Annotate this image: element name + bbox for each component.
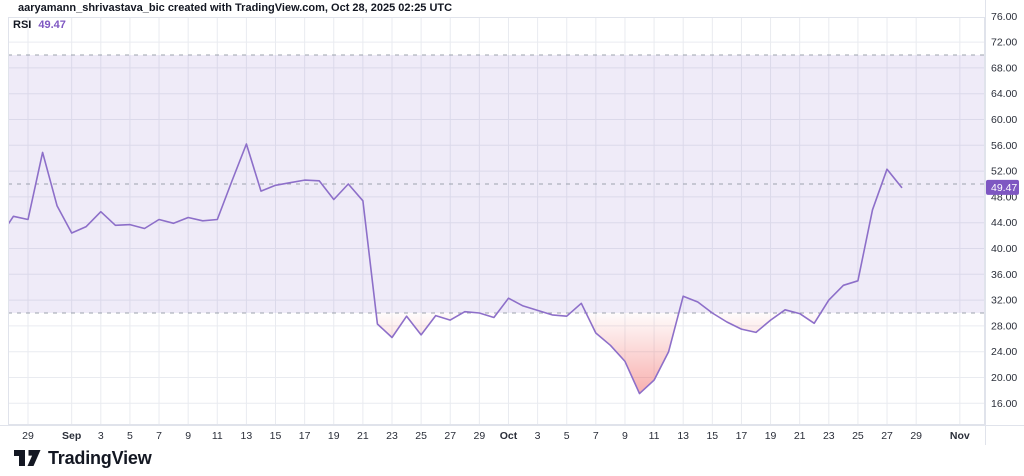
time-tick-label: Sep [62, 430, 81, 442]
attribution-text: aaryamann_shrivastava_bic created with T… [18, 2, 453, 14]
price-tick-label: 16.00 [991, 398, 1017, 410]
time-tick-label: 27 [881, 430, 893, 442]
time-tick-label: 9 [622, 430, 628, 442]
time-tick-label: 25 [852, 430, 864, 442]
tradingview-logo[interactable]: TradingView [14, 448, 152, 469]
price-tick-label: 28.00 [991, 320, 1017, 332]
time-tick-label: 17 [736, 430, 748, 442]
time-tick-label: 9 [185, 430, 191, 442]
last-value-badge [986, 179, 1019, 195]
price-tick-label: 56.00 [991, 140, 1017, 152]
time-tick-label: 19 [328, 430, 340, 442]
time-tick-label: 27 [444, 430, 456, 442]
indicator-name: RSI [13, 19, 32, 31]
time-tick-label: 19 [765, 430, 777, 442]
price-tick-label: 40.00 [991, 243, 1017, 255]
last-value-badge-text: 49.47 [991, 182, 1017, 194]
rsi-line [8, 143, 903, 395]
price-axis[interactable]: 16.00 20.00 24.00 28.00 32.00 36.00 40.00 44.00… [986, 11, 1019, 410]
time-tick-label: 21 [794, 430, 806, 442]
price-tick-label: 36.00 [991, 269, 1017, 281]
price-tick-label: 20.00 [991, 372, 1017, 384]
time-tick-label: 5 [127, 430, 133, 442]
time-tick-label: 23 [823, 430, 835, 442]
time-tick-label: Nov [950, 430, 970, 442]
time-tick-label: 25 [415, 430, 427, 442]
price-tick-label: 60.00 [991, 114, 1017, 126]
time-tick-label: 15 [270, 430, 282, 442]
time-axis[interactable]: 29 Sep 3 5 7 9 11 13 15 17 19 21 23 25 27 29 Oct 3 5 7 9 11 13… [22, 430, 970, 442]
time-tick-label: 29 [474, 430, 486, 442]
price-tick-label: 76.00 [991, 11, 1017, 23]
time-tick-label: 11 [649, 430, 660, 442]
time-tick-label: 3 [535, 430, 541, 442]
tradingview-logo-text: TradingView [48, 448, 152, 468]
time-tick-label: Oct [500, 430, 518, 442]
time-tick-label: 29 [22, 430, 34, 442]
price-tick-label: 32.00 [991, 295, 1017, 307]
time-tick-label: 13 [241, 430, 253, 442]
time-tick-label: 5 [564, 430, 570, 442]
time-tick-label: 29 [910, 430, 922, 442]
price-tick-label: 52.00 [991, 166, 1017, 178]
time-tick-label: 11 [212, 430, 223, 442]
time-tick-label: 15 [706, 430, 718, 442]
time-tick-label: 7 [156, 430, 162, 442]
tradingview-logo-mark [14, 450, 41, 466]
time-tick-label: 23 [386, 430, 398, 442]
price-tick-label: 44.00 [991, 217, 1017, 229]
time-tick-label: 13 [677, 430, 689, 442]
gridlines [8, 17, 985, 425]
price-tick-label: 72.00 [991, 37, 1017, 49]
time-tick-label: 21 [357, 430, 369, 442]
price-tick-label: 24.00 [991, 346, 1017, 358]
plot-frame [8, 17, 985, 425]
indicator-legend[interactable]: RSI 49.47 [13, 19, 66, 31]
time-tick-label: 3 [98, 430, 104, 442]
time-tick-label: 17 [299, 430, 311, 442]
price-tick-label: 68.00 [991, 62, 1017, 74]
price-tick-label: 64.00 [991, 88, 1017, 100]
time-tick-label: 7 [593, 430, 599, 442]
indicator-last-value: 49.47 [38, 19, 66, 31]
